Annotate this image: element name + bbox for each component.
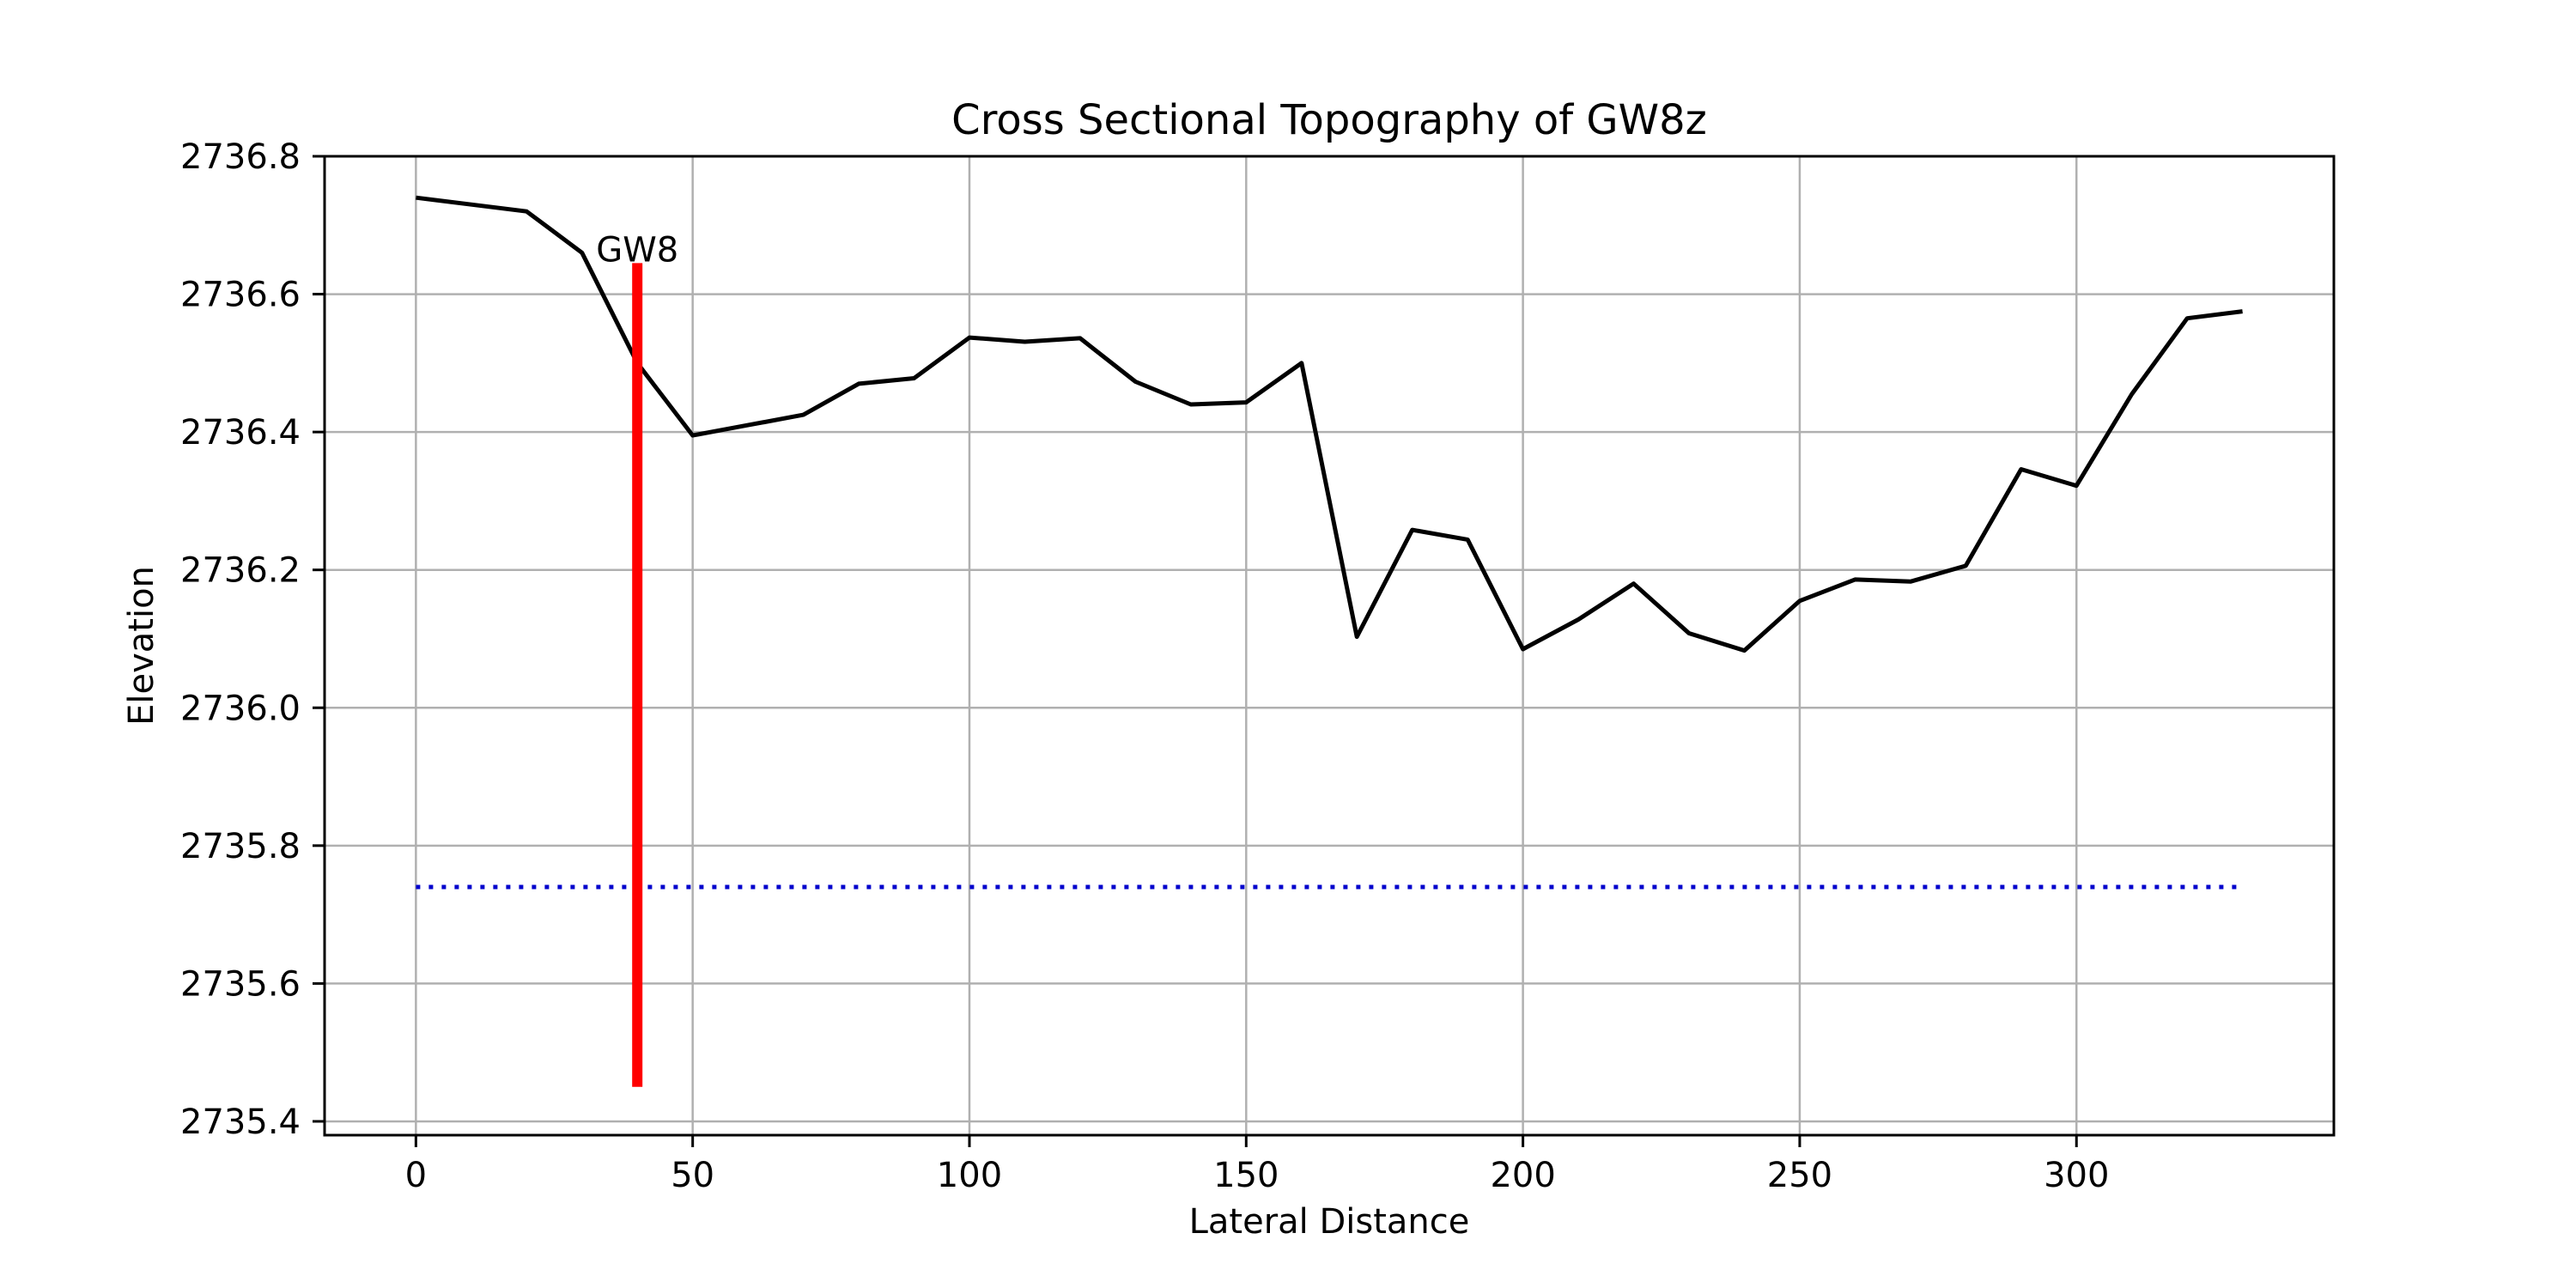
well-label: GW8 [596,230,678,270]
y-tick-label: 2736.6 [180,276,301,315]
y-tick-label: 2736.8 [180,137,301,177]
plot-frame [323,155,2336,1137]
x-tick-label: 50 [671,1156,714,1195]
x-tick-label: 150 [1213,1156,1279,1195]
y-tick-label: 2736.4 [180,413,301,453]
chart-title: Cross Sectional Topography of GW8z [951,96,1707,144]
x-axis-label: Lateral Distance [1189,1202,1470,1242]
plot-series [416,195,2243,1087]
y-tick-label: 2736.2 [180,551,301,591]
topography-line [416,195,2243,653]
x-tick-label: 100 [937,1156,1002,1195]
x-tick-label: 200 [1490,1156,1555,1195]
grid [325,155,2334,1135]
y-tick-label: 2735.8 [180,827,301,866]
x-axis-ticks: 0 50 100 150 200 250 300 [405,1135,2109,1195]
y-tick-label: 2735.4 [180,1103,301,1142]
y-tick-label: 2735.6 [180,964,301,1004]
x-tick-label: 0 [405,1156,427,1195]
y-axis-label: Elevation [122,566,161,726]
y-tick-label: 2736.0 [180,689,301,728]
annotations: GW8 [596,230,678,270]
x-tick-label: 250 [1767,1156,1832,1195]
x-tick-label: 300 [2044,1156,2109,1195]
y-axis-ticks: 2735.4 2735.6 2735.8 2736.0 2736.2 2736.4 2736… [180,137,325,1142]
